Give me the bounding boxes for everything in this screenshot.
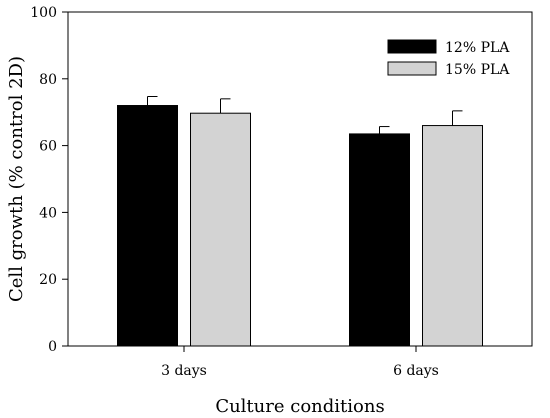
bar-15-pla-6-days [422, 125, 483, 347]
x-axis-title: Culture conditions [215, 396, 384, 417]
y-axis-title: Cell growth (% control 2D) [6, 56, 27, 302]
bar-12-pla-3-days [117, 105, 178, 347]
bar-12-pla-6-days [349, 133, 410, 347]
legend-label: 12% PLA [445, 40, 510, 56]
y-tick-label: 20 [39, 272, 57, 288]
legend: 12% PLA 15% PLA [387, 39, 510, 78]
plot-frame [67, 11, 533, 347]
legend-label: 15% PLA [445, 62, 510, 78]
y-tick-label: 60 [39, 139, 57, 155]
y-tick-label: 0 [48, 339, 57, 355]
x-tick-label: 3 days [161, 363, 207, 379]
y-tick-label: 100 [30, 5, 57, 21]
x-tick-label: 6 days [393, 363, 439, 379]
bar-15-pla-3-days [190, 112, 251, 347]
y-tick-label: 40 [39, 205, 57, 221]
legend-swatch [387, 61, 437, 76]
axes: 0 20 40 60 80 100 3 days 6 days [30, 5, 533, 379]
y-tick-label: 80 [39, 72, 57, 88]
legend-swatch [387, 39, 437, 54]
plot-area [117, 96, 483, 347]
